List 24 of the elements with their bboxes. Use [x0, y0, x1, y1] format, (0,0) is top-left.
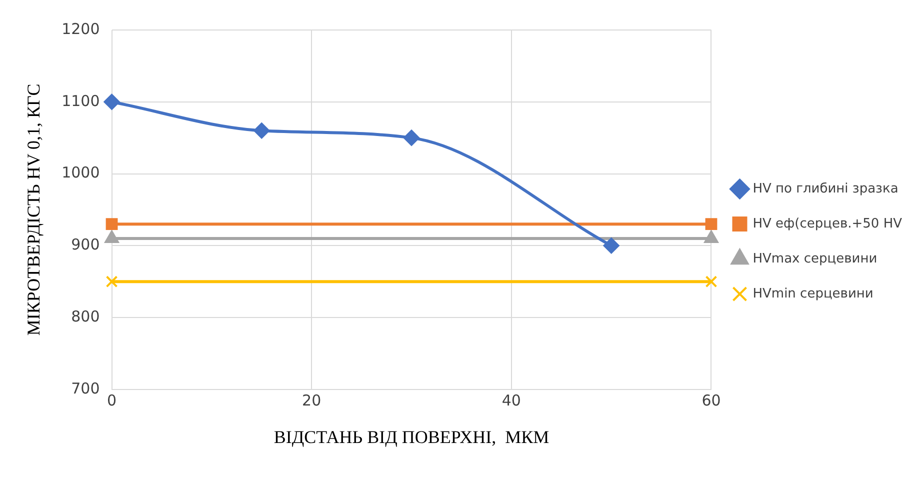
x-tick-label: 40 — [502, 391, 521, 410]
y-tick-label: 700 — [71, 379, 100, 398]
legend-label: HV по глибині зразка — [752, 181, 898, 196]
x-tick-label: 0 — [107, 391, 117, 410]
x-tick-label: 20 — [302, 391, 322, 410]
point — [705, 218, 718, 230]
x-tick-label: 60 — [702, 391, 721, 410]
point — [254, 122, 270, 139]
y-tick-label: 1000 — [62, 164, 100, 182]
y-tick-label: 900 — [71, 236, 100, 254]
legend-label: HVmax серцевини — [752, 251, 878, 266]
y-tick-label: 1200 — [62, 20, 100, 38]
x-axis-title: ВІДСТАНЬ ВІД ПОВЕРХНІ, МКМ — [274, 426, 550, 447]
point — [106, 276, 118, 288]
legend-label: HV еф(серцев.+50 HV — [752, 216, 902, 232]
legend-label: HVmin серцевини — [752, 286, 874, 302]
y-tick-label: 800 — [71, 307, 100, 326]
point — [404, 130, 420, 146]
point — [705, 276, 718, 288]
point — [104, 94, 120, 110]
y-tick-label: 1100 — [62, 92, 100, 110]
point — [603, 238, 620, 254]
y-axis-title: МІКРОТВЕРДІСТЬ HV 0,1, КГС — [24, 84, 44, 336]
point — [106, 218, 118, 230]
